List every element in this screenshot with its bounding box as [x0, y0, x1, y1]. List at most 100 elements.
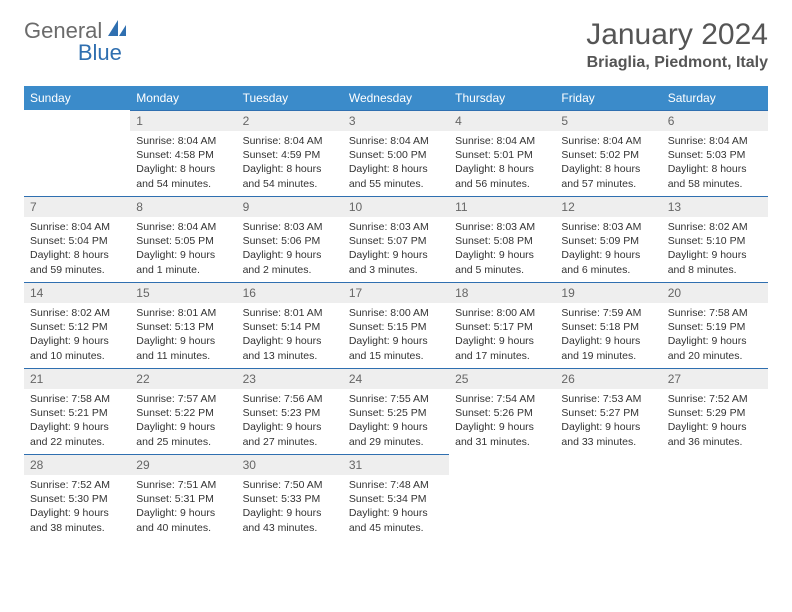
day-body: Sunrise: 8:04 AMSunset: 5:03 PMDaylight:… — [662, 131, 768, 195]
calendar-cell: 5Sunrise: 8:04 AMSunset: 5:02 PMDaylight… — [555, 110, 661, 196]
day-number: 10 — [343, 196, 449, 217]
daylight-text-2: and 40 minutes. — [136, 521, 230, 535]
daylight-text-2: and 3 minutes. — [349, 263, 443, 277]
day-number: 26 — [555, 368, 661, 389]
day-body: Sunrise: 8:03 AMSunset: 5:06 PMDaylight:… — [237, 217, 343, 281]
calendar-cell: 17Sunrise: 8:00 AMSunset: 5:15 PMDayligh… — [343, 282, 449, 368]
day-body: Sunrise: 7:57 AMSunset: 5:22 PMDaylight:… — [130, 389, 236, 453]
sunrise-text: Sunrise: 8:04 AM — [30, 220, 124, 234]
day-number: 17 — [343, 282, 449, 303]
calendar-cell: 20Sunrise: 7:58 AMSunset: 5:19 PMDayligh… — [662, 282, 768, 368]
day-number: 14 — [24, 282, 130, 303]
sunrise-text: Sunrise: 8:02 AM — [30, 306, 124, 320]
sunset-text: Sunset: 5:19 PM — [668, 320, 762, 334]
sunrise-text: Sunrise: 7:52 AM — [668, 392, 762, 406]
weekday-header: Monday — [130, 86, 236, 110]
daylight-text-1: Daylight: 8 hours — [455, 162, 549, 176]
calendar-cell: 1Sunrise: 8:04 AMSunset: 4:58 PMDaylight… — [130, 110, 236, 196]
daylight-text-1: Daylight: 8 hours — [349, 162, 443, 176]
sunset-text: Sunset: 5:31 PM — [136, 492, 230, 506]
day-body: Sunrise: 8:03 AMSunset: 5:08 PMDaylight:… — [449, 217, 555, 281]
daylight-text-2: and 54 minutes. — [243, 177, 337, 191]
day-body: Sunrise: 7:58 AMSunset: 5:19 PMDaylight:… — [662, 303, 768, 367]
sunrise-text: Sunrise: 7:57 AM — [136, 392, 230, 406]
sunset-text: Sunset: 4:58 PM — [136, 148, 230, 162]
sunrise-text: Sunrise: 8:04 AM — [349, 134, 443, 148]
calendar-cell: 7Sunrise: 8:04 AMSunset: 5:04 PMDaylight… — [24, 196, 130, 282]
calendar-cell: 12Sunrise: 8:03 AMSunset: 5:09 PMDayligh… — [555, 196, 661, 282]
day-body: Sunrise: 7:55 AMSunset: 5:25 PMDaylight:… — [343, 389, 449, 453]
day-number: 31 — [343, 454, 449, 475]
sunset-text: Sunset: 5:01 PM — [455, 148, 549, 162]
calendar-cell: .. — [24, 110, 130, 196]
daylight-text-2: and 36 minutes. — [668, 435, 762, 449]
sunset-text: Sunset: 5:09 PM — [561, 234, 655, 248]
calendar-table: SundayMondayTuesdayWednesdayThursdayFrid… — [24, 86, 768, 540]
sunset-text: Sunset: 5:07 PM — [349, 234, 443, 248]
weekday-header: Saturday — [662, 86, 768, 110]
day-body: Sunrise: 8:00 AMSunset: 5:17 PMDaylight:… — [449, 303, 555, 367]
sunrise-text: Sunrise: 8:04 AM — [136, 134, 230, 148]
sunset-text: Sunset: 5:30 PM — [30, 492, 124, 506]
daylight-text-1: Daylight: 8 hours — [668, 162, 762, 176]
sunset-text: Sunset: 5:27 PM — [561, 406, 655, 420]
day-number: 8 — [130, 196, 236, 217]
daylight-text-2: and 1 minute. — [136, 263, 230, 277]
daylight-text-1: Daylight: 8 hours — [243, 162, 337, 176]
calendar-week-row: 28Sunrise: 7:52 AMSunset: 5:30 PMDayligh… — [24, 454, 768, 540]
daylight-text-1: Daylight: 9 hours — [349, 248, 443, 262]
calendar-cell: 13Sunrise: 8:02 AMSunset: 5:10 PMDayligh… — [662, 196, 768, 282]
calendar-cell: 3Sunrise: 8:04 AMSunset: 5:00 PMDaylight… — [343, 110, 449, 196]
day-number: 2 — [237, 110, 343, 131]
day-number: 11 — [449, 196, 555, 217]
daylight-text-1: Daylight: 9 hours — [30, 506, 124, 520]
calendar-cell: 11Sunrise: 8:03 AMSunset: 5:08 PMDayligh… — [449, 196, 555, 282]
daylight-text-2: and 6 minutes. — [561, 263, 655, 277]
calendar-week-row: 7Sunrise: 8:04 AMSunset: 5:04 PMDaylight… — [24, 196, 768, 282]
daylight-text-2: and 45 minutes. — [349, 521, 443, 535]
weekday-header: Wednesday — [343, 86, 449, 110]
sunrise-text: Sunrise: 8:04 AM — [668, 134, 762, 148]
sunrise-text: Sunrise: 8:04 AM — [455, 134, 549, 148]
sunrise-text: Sunrise: 8:03 AM — [455, 220, 549, 234]
day-number: 24 — [343, 368, 449, 389]
calendar-cell: 8Sunrise: 8:04 AMSunset: 5:05 PMDaylight… — [130, 196, 236, 282]
weekday-header: Sunday — [24, 86, 130, 110]
sunset-text: Sunset: 5:33 PM — [243, 492, 337, 506]
daylight-text-1: Daylight: 8 hours — [30, 248, 124, 262]
header: General January 2024 Briaglia, Piedmont,… — [24, 18, 768, 72]
sunset-text: Sunset: 5:21 PM — [30, 406, 124, 420]
day-body: Sunrise: 7:58 AMSunset: 5:21 PMDaylight:… — [24, 389, 130, 453]
sunset-text: Sunset: 5:14 PM — [243, 320, 337, 334]
month-title: January 2024 — [586, 18, 768, 52]
day-body: Sunrise: 7:52 AMSunset: 5:29 PMDaylight:… — [662, 389, 768, 453]
daylight-text-2: and 5 minutes. — [455, 263, 549, 277]
day-number: 19 — [555, 282, 661, 303]
calendar-cell: .. — [662, 454, 768, 540]
day-number: 20 — [662, 282, 768, 303]
day-number: 28 — [24, 454, 130, 475]
sunset-text: Sunset: 5:34 PM — [349, 492, 443, 506]
calendar-header-row: SundayMondayTuesdayWednesdayThursdayFrid… — [24, 86, 768, 110]
daylight-text-1: Daylight: 9 hours — [561, 334, 655, 348]
daylight-text-1: Daylight: 9 hours — [349, 334, 443, 348]
calendar-cell: .. — [555, 454, 661, 540]
daylight-text-1: Daylight: 9 hours — [30, 334, 124, 348]
sunrise-text: Sunrise: 8:03 AM — [243, 220, 337, 234]
daylight-text-2: and 13 minutes. — [243, 349, 337, 363]
daylight-text-2: and 11 minutes. — [136, 349, 230, 363]
day-body: Sunrise: 8:04 AMSunset: 5:01 PMDaylight:… — [449, 131, 555, 195]
sunset-text: Sunset: 5:22 PM — [136, 406, 230, 420]
calendar-cell: 16Sunrise: 8:01 AMSunset: 5:14 PMDayligh… — [237, 282, 343, 368]
sunrise-text: Sunrise: 7:56 AM — [243, 392, 337, 406]
day-number: 15 — [130, 282, 236, 303]
daylight-text-1: Daylight: 9 hours — [561, 248, 655, 262]
daylight-text-1: Daylight: 9 hours — [349, 506, 443, 520]
weekday-header: Thursday — [449, 86, 555, 110]
calendar-cell: 4Sunrise: 8:04 AMSunset: 5:01 PMDaylight… — [449, 110, 555, 196]
calendar-cell: 2Sunrise: 8:04 AMSunset: 4:59 PMDaylight… — [237, 110, 343, 196]
daylight-text-2: and 10 minutes. — [30, 349, 124, 363]
sunset-text: Sunset: 5:08 PM — [455, 234, 549, 248]
calendar-cell: 14Sunrise: 8:02 AMSunset: 5:12 PMDayligh… — [24, 282, 130, 368]
day-body: Sunrise: 7:48 AMSunset: 5:34 PMDaylight:… — [343, 475, 449, 539]
